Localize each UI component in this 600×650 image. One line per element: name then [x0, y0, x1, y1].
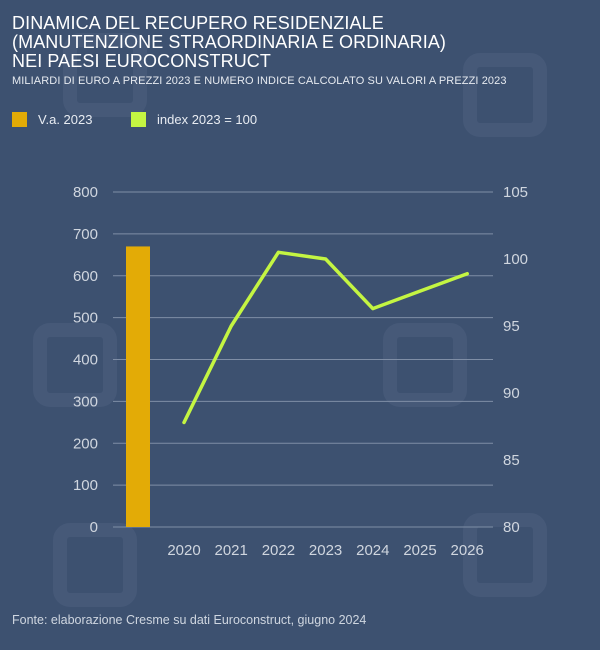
- x-tick-label: 2026: [451, 542, 484, 559]
- legend-label-line: index 2023 = 100: [157, 111, 258, 127]
- y-tick-label-left: 0: [90, 519, 98, 536]
- x-tick-label: 2023: [309, 542, 342, 559]
- y-tick-label-right: 85: [503, 452, 520, 469]
- legend-item-bar: V.a. 2023: [12, 111, 92, 127]
- line-point: [324, 257, 328, 261]
- chart-title-line: (MANUTENZIONE STRAORDINARIA E ORDINARIA): [12, 32, 447, 52]
- x-tick-label: 2025: [403, 542, 436, 559]
- line-point: [182, 420, 186, 424]
- x-tick-label: 2024: [356, 542, 389, 559]
- legend-swatch-line: [131, 111, 146, 127]
- bar: [126, 246, 150, 527]
- x-tick-label: 2021: [215, 542, 248, 559]
- y-tick-label-right: 80: [503, 519, 520, 536]
- y-tick-label-left: 600: [73, 268, 98, 285]
- legend-item-line: index 2023 = 100: [131, 111, 257, 127]
- y-tick-label-right: 95: [503, 318, 520, 335]
- chart-source: Fonte: elaborazione Cresme su dati Euroc…: [12, 613, 367, 627]
- line-point: [465, 272, 469, 276]
- y-tick-label-left: 700: [73, 226, 98, 243]
- chart-title-line: NEI PAESI EUROCONSTRUCT: [12, 51, 271, 71]
- x-tick-label: 2020: [167, 542, 200, 559]
- chart-subtitle: MILIARDI DI EURO A PREZZI 2023 E NUMERO …: [12, 75, 507, 87]
- y-tick-label-left: 500: [73, 310, 98, 327]
- y-tick-label-left: 400: [73, 352, 98, 369]
- y-tick-label-left: 100: [73, 477, 98, 494]
- y-tick-label-right: 105: [503, 184, 528, 201]
- y-tick-label-left: 200: [73, 435, 98, 452]
- chart-header: DINAMICA DEL RECUPERO RESIDENZIALE (MANU…: [12, 14, 592, 88]
- line-point: [371, 307, 375, 311]
- series-line: [182, 250, 469, 425]
- y-tick-label-right: 90: [503, 385, 520, 402]
- y-tick-label-left: 800: [73, 184, 98, 201]
- chart-title-line: DINAMICA DEL RECUPERO RESIDENZIALE: [12, 13, 384, 33]
- legend-label-bar: V.a. 2023: [38, 111, 93, 127]
- legend-swatch-bar: [12, 111, 27, 127]
- y-tick-label-right: 100: [503, 251, 528, 268]
- line-point: [229, 324, 233, 328]
- y-tick-label-left: 300: [73, 393, 98, 410]
- line-point: [276, 250, 280, 254]
- x-tick-label: 2022: [262, 542, 295, 559]
- line-point: [418, 289, 422, 293]
